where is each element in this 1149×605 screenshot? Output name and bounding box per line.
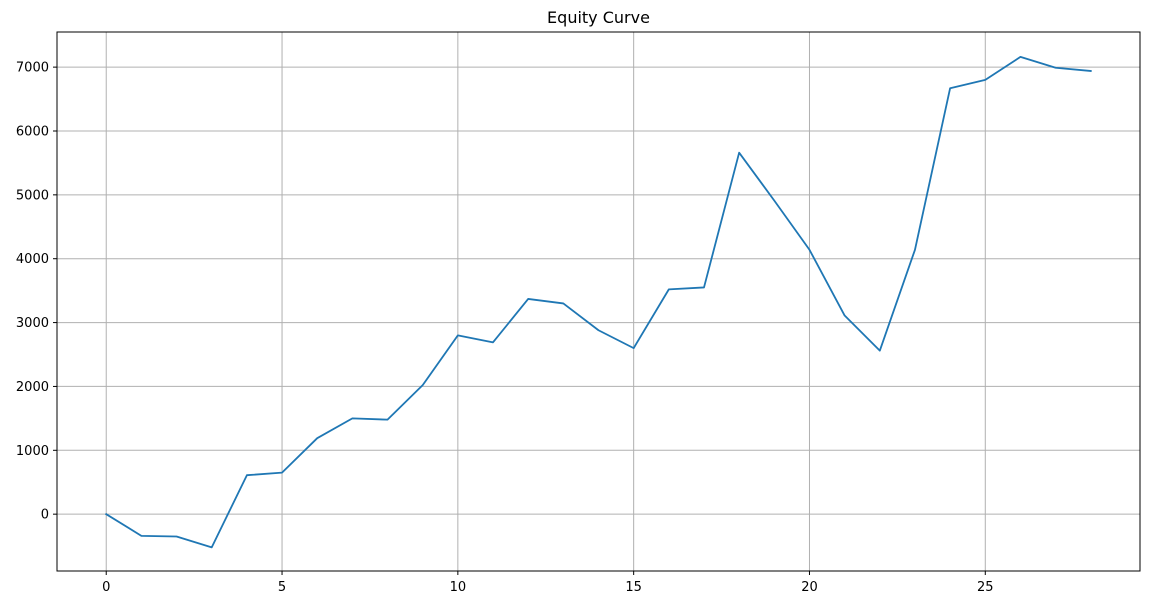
y-tick-label: 6000 [16,124,49,139]
x-tick-label: 25 [977,580,994,595]
ticks-layer: 0 5 10 15 20 25 0 1000 2000 3000 4000 5000 6000 7000 [16,61,994,595]
plot-frame [56,31,1141,572]
x-tick-label: 5 [278,580,286,595]
y-tick-label: 1000 [16,444,49,459]
y-tick-label: 0 [41,508,49,523]
chart-title: Equity Curve [547,8,650,27]
x-tick-label: 20 [801,580,818,595]
grid-layer [57,32,1140,571]
y-tick-label: 7000 [16,61,49,76]
series-layer [104,56,1092,549]
y-tick-label: 2000 [16,380,49,395]
y-tick-label: 5000 [16,188,49,203]
x-tick-label: 10 [450,580,467,595]
axes-layer [56,31,1141,572]
x-tick-label: 15 [625,580,642,595]
y-tick-label: 3000 [16,316,49,331]
equity-series-line [104,56,1092,549]
x-tick-label: 0 [102,580,110,595]
y-tick-label: 4000 [16,252,49,267]
